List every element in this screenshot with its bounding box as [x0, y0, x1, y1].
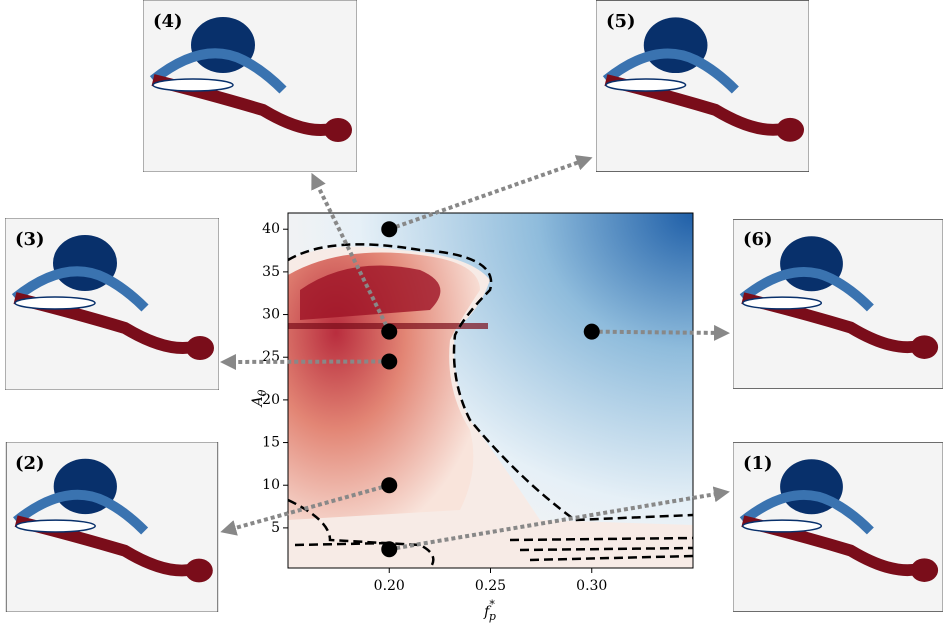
x-tick-label: 0.30 — [576, 578, 607, 594]
plot-layer: 0.20 0.25 0.30 5 10 15 20 25 30 35 40 — [220, 155, 730, 594]
y-tick-label: 40 — [262, 221, 280, 237]
case-point — [381, 221, 398, 238]
panel-label: (5) — [606, 11, 636, 32]
panel-label: (6) — [743, 229, 773, 250]
arrow — [220, 353, 390, 370]
y-tick-label: 20 — [262, 392, 280, 408]
case-point — [381, 541, 398, 558]
arrow — [311, 172, 392, 333]
case-point — [583, 323, 600, 340]
panel-label: (2) — [15, 453, 45, 474]
y-tick-label: 15 — [262, 435, 280, 451]
x-axis-label: f* p — [483, 598, 496, 623]
case-point — [381, 353, 398, 370]
panel-label: (1) — [743, 453, 773, 474]
y-tick-label: 10 — [262, 477, 280, 493]
y-tick-label: 35 — [262, 264, 280, 280]
y-axis-label: Aθ — [250, 389, 269, 408]
insets: (1) (2) (3) (4) (5) (6) — [5, 0, 943, 612]
case-point — [381, 477, 398, 494]
panel-label: (4) — [153, 11, 183, 32]
y-tick-label: 25 — [262, 349, 280, 365]
contour-field — [288, 213, 693, 568]
x-tick-label: 0.25 — [475, 578, 506, 594]
y-tick-label: 30 — [262, 307, 280, 323]
x-tick-label: 0.20 — [374, 578, 405, 594]
y-tick-label: 5 — [271, 520, 280, 536]
panel-label: (3) — [15, 229, 45, 250]
arrow — [591, 324, 730, 341]
case-point — [381, 323, 398, 340]
arrow — [388, 486, 730, 552]
